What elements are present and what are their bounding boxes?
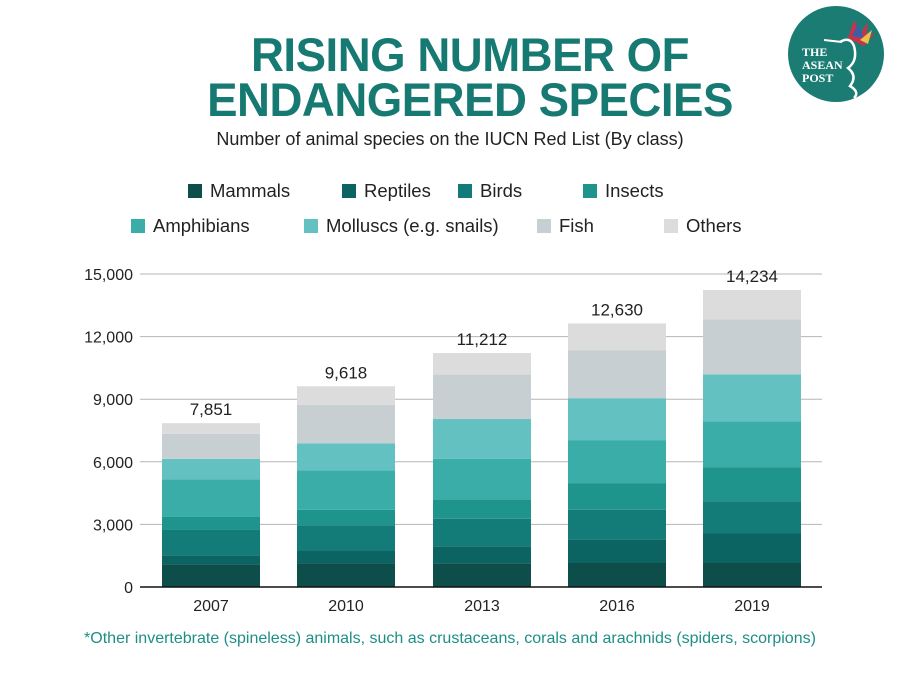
footnote: *Other invertebrate (spineless) animals,… — [84, 630, 816, 647]
bar-segment-fish-2019 — [703, 319, 801, 375]
bar-segment-mammals-2016 — [568, 563, 666, 587]
bar-segment-fish-2007 — [162, 433, 260, 459]
x-tick-label: 2019 — [734, 598, 770, 615]
bar-segment-molluscs-2016 — [568, 398, 666, 441]
bar-segment-others-2010 — [297, 386, 395, 405]
bar-segment-amphibians-2010 — [297, 470, 395, 510]
legend-label: Reptiles — [364, 180, 431, 201]
bar-segment-birds-2007 — [162, 529, 260, 556]
bar-segment-molluscs-2019 — [703, 374, 801, 422]
bar-segment-birds-2010 — [297, 525, 395, 552]
bar-total-label: 12,630 — [591, 300, 643, 319]
bar-segment-reptiles-2007 — [162, 555, 260, 565]
bar-segment-birds-2013 — [433, 518, 531, 547]
bar-total-label: 11,212 — [457, 330, 508, 349]
bar-total-label: 9,618 — [325, 363, 368, 382]
legend-swatch — [458, 184, 472, 198]
x-tick-label: 2010 — [328, 598, 364, 615]
legend-swatch — [342, 184, 356, 198]
bar-segment-insects-2010 — [297, 509, 395, 526]
y-tick-label: 6,000 — [93, 455, 133, 472]
x-tick-label: 2016 — [599, 598, 635, 615]
bar-segment-amphibians-2013 — [433, 458, 531, 500]
y-tick-label: 12,000 — [84, 330, 133, 347]
x-tick-label: 2013 — [464, 598, 500, 615]
legend-label: Amphibians — [153, 215, 250, 236]
legend-item: Amphibians — [131, 215, 250, 237]
title-line-2: ENDANGERED SPECIES — [207, 73, 733, 126]
bar-segment-insects-2016 — [568, 483, 666, 510]
legend-label: Molluscs (e.g. snails) — [326, 215, 499, 236]
bar-segment-reptiles-2016 — [568, 539, 666, 564]
bar-segment-reptiles-2019 — [703, 533, 801, 564]
bar-segment-mammals-2007 — [162, 564, 260, 587]
subtitle: Number of animal species on the IUCN Red… — [216, 129, 684, 149]
bar-segment-others-2019 — [703, 289, 801, 320]
legend-item: Mammals — [188, 180, 290, 202]
bar-segment-amphibians-2019 — [703, 421, 801, 468]
logo-text: THE ASEAN POST — [802, 45, 843, 85]
legend-label: Birds — [480, 180, 523, 201]
bar-segment-molluscs-2007 — [162, 458, 260, 480]
legend-swatch — [304, 219, 318, 233]
y-tick-label: 15,000 — [84, 267, 133, 284]
legend-item: Fish — [537, 215, 594, 237]
asean-post-logo: THE ASEAN POST — [788, 6, 884, 102]
legend-swatch — [188, 184, 202, 198]
title-line-1: RISING NUMBER OF — [250, 28, 690, 81]
bar-segment-amphibians-2016 — [568, 440, 666, 484]
bar-segment-molluscs-2010 — [297, 443, 395, 471]
bar-segment-fish-2016 — [568, 350, 666, 399]
legend-swatch — [583, 184, 597, 198]
y-tick-label: 3,000 — [93, 517, 133, 534]
bar-segment-molluscs-2013 — [433, 419, 531, 459]
bar-segment-reptiles-2010 — [297, 551, 395, 564]
y-tick-label: 9,000 — [93, 392, 133, 409]
y-tick-label: 0 — [124, 580, 133, 597]
bar-segment-others-2007 — [162, 423, 260, 434]
legend-label: Others — [686, 215, 742, 236]
legend-label: Insects — [605, 180, 664, 201]
bar-segment-mammals-2013 — [433, 563, 531, 587]
bar-segment-reptiles-2013 — [433, 546, 531, 564]
bar-total-label: 7,851 — [190, 400, 233, 419]
legend-label: Mammals — [210, 180, 291, 201]
bar-segment-fish-2013 — [433, 374, 531, 420]
bar-segment-others-2013 — [433, 353, 531, 375]
bar-segment-insects-2013 — [433, 499, 531, 519]
bar-segment-birds-2019 — [703, 501, 801, 534]
legend-swatch — [131, 219, 145, 233]
bar-segment-fish-2010 — [297, 404, 395, 444]
legend-item: Others — [664, 215, 742, 237]
hummingbird-icon — [823, 20, 876, 99]
legend-swatch — [664, 219, 678, 233]
x-tick-label: 2007 — [193, 598, 229, 615]
legend-item: Reptiles — [342, 180, 431, 202]
legend-swatch — [537, 219, 551, 233]
bar-total-label: 14,234 — [726, 267, 778, 286]
bar-segment-insects-2019 — [703, 467, 801, 502]
bar-segment-amphibians-2007 — [162, 479, 260, 517]
legend-label: Fish — [559, 215, 594, 236]
bar-segment-mammals-2010 — [297, 563, 395, 587]
bar-segment-birds-2016 — [568, 509, 666, 540]
legend-item: Molluscs (e.g. snails) — [304, 215, 499, 237]
bar-segment-mammals-2019 — [703, 563, 801, 587]
legend-item: Birds — [458, 180, 522, 202]
bar-segment-others-2016 — [568, 323, 666, 351]
legend-item: Insects — [583, 180, 664, 202]
bar-segment-insects-2007 — [162, 516, 260, 530]
